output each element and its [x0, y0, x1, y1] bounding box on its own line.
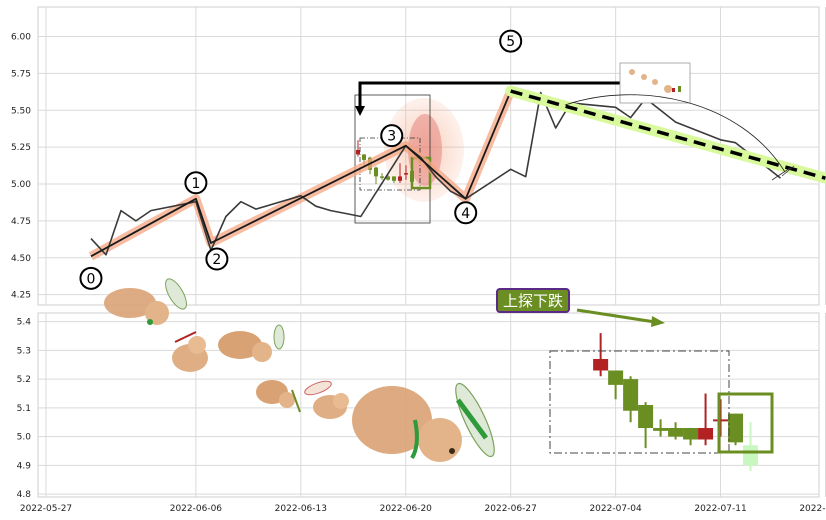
wave-label-text: 4 — [461, 206, 470, 222]
price-y-tick-label: 4.75 — [11, 217, 31, 227]
projection-line — [510, 89, 826, 180]
candle-panel-grid — [38, 313, 826, 497]
breakout-highlight-box — [717, 392, 774, 454]
puppy-5 — [304, 380, 349, 419]
candle — [608, 370, 624, 400]
wave-label-text: 0 — [87, 271, 96, 287]
puppy-4 — [256, 380, 301, 413]
candle-y-tick-label: 5.0 — [17, 433, 32, 443]
candle-y-tick-label: 4.9 — [17, 461, 32, 471]
x-tick-label: 2022-07-18 — [799, 504, 826, 514]
zoom-mini-candles — [356, 140, 414, 185]
wave-label: 2 — [205, 247, 229, 271]
candle-y-tick-label: 5.2 — [17, 375, 31, 385]
candle — [623, 376, 639, 423]
pattern-annotation-arrow — [576, 308, 656, 324]
zigzag-line — [90, 90, 512, 258]
thumbnail-connector — [564, 94, 786, 173]
wave-label-text: 3 — [387, 129, 396, 145]
puppy-3 — [218, 324, 285, 362]
mini-candle — [386, 174, 390, 181]
thumbnail-mini-dogs — [629, 69, 681, 93]
mini-candle — [356, 140, 360, 157]
puppy-illustrations — [104, 278, 495, 462]
price-y-tick-label: 5.25 — [11, 143, 31, 153]
wave-label: 3 — [380, 124, 404, 148]
candle-y-tick-label: 5.4 — [17, 318, 32, 328]
puppy-6 — [352, 382, 495, 462]
x-tick-label: 2022-05-27 — [20, 504, 72, 514]
wave-label-text: 2 — [212, 252, 221, 268]
projection-end-marker — [771, 165, 795, 181]
wave-label-text: 5 — [506, 34, 515, 50]
pattern-annotation-arrow-head — [651, 316, 665, 327]
candle-panel-y-ticks: 4.8 4.9 5.0 5.1 5.2 5.3 5.4 — [17, 318, 32, 501]
candle — [698, 393, 714, 446]
x-tick-label: 2022-07-11 — [694, 504, 746, 514]
consolidation-box — [549, 350, 730, 454]
x-tick-label: 2022-06-06 — [170, 504, 223, 514]
candle — [638, 402, 654, 449]
candle — [728, 413, 744, 446]
price-panel: 4.25 4.50 4.75 5.00 5.25 5.50 5.75 6.00 — [11, 6, 826, 306]
puppy-1 — [104, 278, 187, 325]
price-y-tick-label: 5.00 — [11, 180, 31, 190]
candle-y-tick-label: 4.8 — [17, 490, 32, 500]
x-tick-label: 2022-06-20 — [380, 504, 433, 514]
price-panel-y-ticks: 4.25 4.50 4.75 5.00 5.25 5.50 5.75 6.00 — [11, 33, 31, 301]
mini-candle — [404, 165, 408, 180]
wave-labels: 0 1 2 3 4 5 — [79, 29, 523, 290]
price-panel-frame — [37, 6, 820, 306]
pattern-annotation: 上探下跌 — [496, 288, 665, 327]
candle-panel-frame — [37, 312, 820, 498]
x-tick-label: 2022-06-27 — [485, 504, 537, 514]
mini-candle — [374, 166, 378, 185]
puppy-2 — [172, 331, 208, 372]
ghost-candle — [743, 422, 759, 472]
pattern-annotation-text: 上探下跌 — [503, 292, 563, 310]
price-y-tick-label: 4.25 — [11, 291, 31, 301]
mini-candle — [398, 163, 402, 183]
candle-panel: 4.8 4.9 5.0 5.1 5.2 5.3 5.4 2022-05-27 2022-06-… — [17, 278, 826, 514]
wave-label: 5 — [499, 29, 523, 53]
price-y-tick-label: 6.00 — [11, 33, 31, 43]
x-tick-label: 2022-07-04 — [589, 504, 642, 514]
mini-candle — [392, 176, 396, 183]
x-tick-label: 2022-06-13 — [275, 504, 327, 514]
pattern-annotation-box — [496, 288, 570, 313]
price-y-tick-label: 5.75 — [11, 69, 31, 79]
wave-label: 1 — [184, 171, 208, 195]
candle — [653, 419, 669, 437]
price-y-tick-label: 4.50 — [11, 254, 31, 264]
price-y-tick-label: 5.50 — [11, 106, 31, 116]
bracket-arrow — [358, 81, 620, 108]
wave-label: 4 — [454, 201, 478, 225]
mini-candle — [380, 173, 384, 180]
candles — [593, 333, 759, 472]
candle-y-tick-label: 5.3 — [17, 346, 31, 356]
wave-label-text: 1 — [191, 176, 200, 192]
candle-panel-x-ticks: 2022-05-27 2022-06-06 2022-06-13 2022-06-20… — [20, 504, 826, 514]
price-line — [90, 91, 781, 256]
candle — [593, 333, 609, 377]
candle-y-tick-label: 5.1 — [17, 404, 31, 414]
candle — [668, 422, 684, 440]
bracket-arrow-head — [355, 106, 365, 116]
candle — [713, 399, 729, 437]
candle — [683, 428, 699, 446]
wave-label: 0 — [79, 266, 103, 290]
